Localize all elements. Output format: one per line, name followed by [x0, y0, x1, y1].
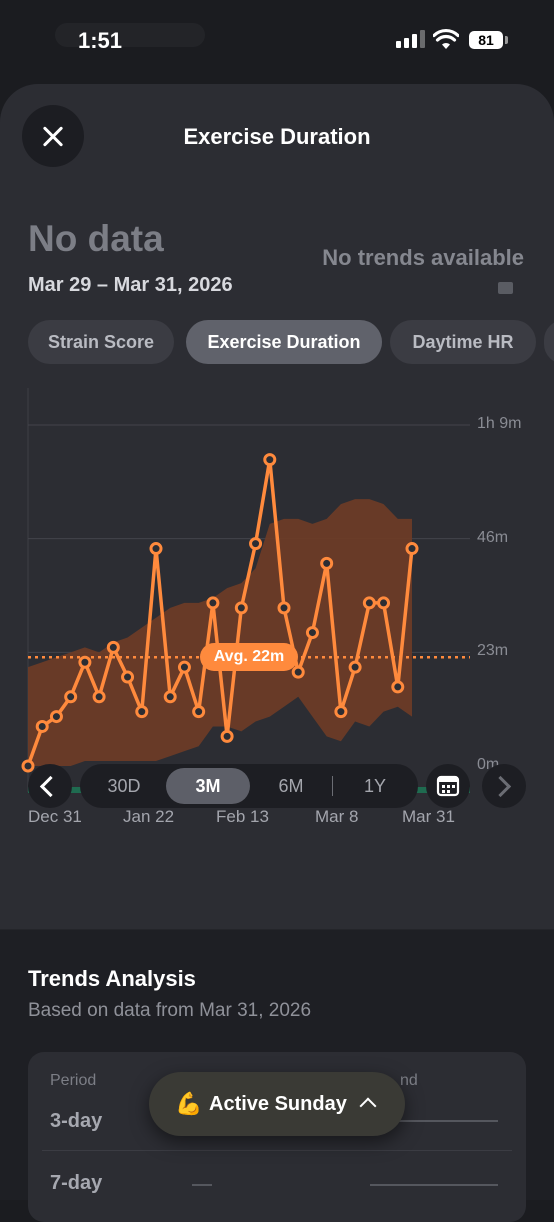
calendar-button[interactable]	[426, 764, 470, 808]
cellular-signal-icon	[396, 30, 426, 48]
background-timer-pill	[55, 23, 205, 47]
time-range-bar: 30D 3M 6M 1Y	[28, 764, 528, 808]
chevron-right-icon	[489, 775, 512, 798]
trends-subtitle: Based on data from Mar 31, 2026	[28, 1000, 312, 1021]
row-3-day-trend	[370, 1120, 498, 1122]
range-30d[interactable]: 30D	[107, 776, 141, 796]
range-3m[interactable]: 3M	[166, 768, 250, 804]
close-button[interactable]	[22, 105, 84, 167]
average-label: Avg. 22m	[200, 643, 298, 672]
trends-title: Trends Analysis	[28, 966, 196, 991]
trend-status: No trends available	[322, 245, 524, 270]
metric-value: No data	[28, 218, 164, 259]
status-bar: 1:51 81	[0, 0, 554, 84]
toast-label: Active Sunday	[209, 1093, 347, 1115]
y-tick-label: 46m	[477, 528, 509, 546]
range-separator	[332, 776, 333, 796]
y-tick-label: 23m	[477, 642, 509, 660]
x-tick-label: Jan 22	[123, 807, 175, 826]
range-6m[interactable]: 6M	[278, 776, 304, 796]
battery-icon: 81	[469, 31, 503, 49]
range-1y[interactable]: 1Y	[363, 776, 387, 796]
tab-strain-score[interactable]: Strain Score	[28, 320, 174, 364]
chevron-up-icon	[359, 1097, 377, 1115]
range-selector: 30D 3M 6M 1Y	[80, 764, 418, 808]
row-7-day-label: 7-day	[50, 1172, 103, 1194]
x-tick-label: Feb 13	[216, 807, 269, 826]
column-trend: nd	[400, 1072, 418, 1089]
column-period: Period	[50, 1072, 97, 1089]
x-tick-label: Mar 31	[402, 807, 455, 826]
tab-exercise-duration[interactable]: Exercise Duration	[186, 320, 382, 364]
wifi-icon	[433, 28, 459, 49]
status-time: 1:51	[78, 28, 123, 53]
date-range: Mar 29 – Mar 31, 2026	[28, 274, 233, 296]
sheet-title: Exercise Duration	[183, 124, 371, 149]
trend-indicator-icon	[498, 282, 513, 294]
active-day-toast[interactable]: 💪 Active Sunday	[149, 1072, 405, 1136]
metric-tabs: Strain Score Exercise Duration Daytime H…	[28, 320, 554, 364]
row-separator	[42, 1150, 512, 1151]
next-period-button[interactable]	[482, 764, 526, 808]
trends-analysis-section: Trends Analysis Based on data from Mar 3…	[0, 930, 554, 1222]
flexed-biceps-icon: 💪	[175, 1091, 203, 1116]
y-tick-label: 1h 9m	[477, 415, 522, 432]
row-3-day-label: 3-day	[50, 1110, 103, 1132]
x-tick-label: Mar 8	[315, 807, 359, 826]
x-tick-label: Dec 31	[28, 807, 82, 826]
row-7-day-trend	[370, 1184, 498, 1186]
previous-period-button[interactable]	[28, 764, 72, 808]
tab-more-partial[interactable]	[544, 320, 554, 364]
chevron-left-icon	[39, 775, 62, 798]
tab-daytime-hr[interactable]: Daytime HR	[390, 320, 536, 364]
calendar-icon	[436, 775, 460, 797]
battery-cap	[505, 36, 508, 44]
row-7-day-value	[192, 1184, 212, 1186]
section-divider	[0, 929, 554, 930]
